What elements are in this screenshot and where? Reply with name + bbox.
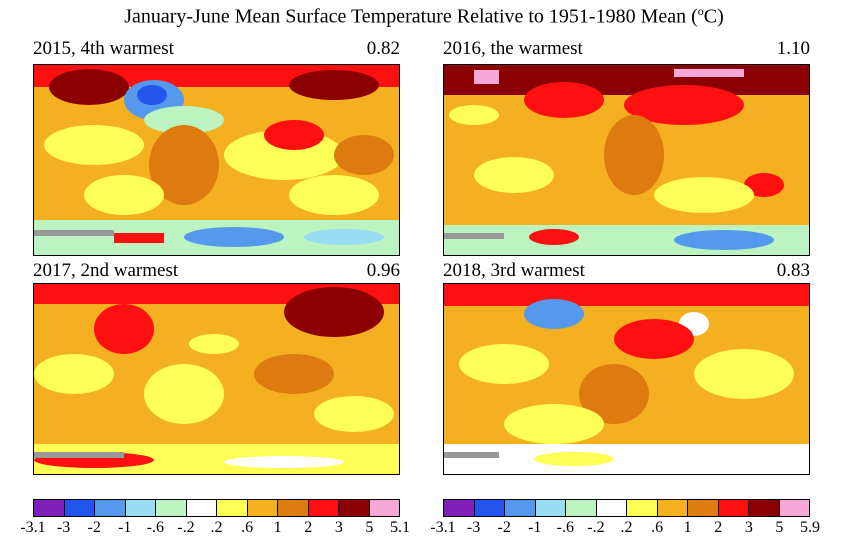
colorbar-right-tick: -2 (497, 519, 511, 536)
colorbar-left-tick: .2 (210, 519, 223, 536)
colorbar-left-tick: -.2 (177, 519, 195, 536)
colorbar-left (33, 499, 400, 517)
colorbar-left-swatch (124, 500, 155, 516)
colorbar-left-tick: 5.1 (390, 519, 410, 536)
colorbar-right-swatch (717, 500, 748, 516)
colorbar-right-tick: -3 (466, 519, 481, 536)
colorbar-left-tick: 1 (273, 519, 282, 536)
colorbar-right-swatch (504, 500, 535, 516)
colorbar-right-tick: -.2 (587, 519, 605, 536)
colorbar-left-swatch (155, 500, 186, 516)
colorbar-right-swatch (656, 500, 687, 516)
colorbar-left-swatch (277, 500, 308, 516)
colorbar-right-tick: 5.9 (800, 519, 820, 536)
colorbar-left-swatch (246, 500, 277, 516)
colorbar-left-ticks: -3.1 -3 -2 -1 -.6 -.2 .2 .6 1 2 3 5 5.1 (20, 519, 410, 539)
colorbar-right-tick: -.6 (556, 519, 574, 536)
colorbar-left-tick: .6 (241, 519, 254, 536)
panel-2018-label: 2018, 3rd warmest (443, 260, 585, 281)
colorbar-right-tick: .6 (651, 519, 664, 536)
colorbar-left-swatch (307, 500, 338, 516)
panel-2015-label: 2015, 4th warmest (33, 38, 174, 59)
colorbar-left-tick: 3 (334, 519, 343, 536)
colorbar-right-tick: 5 (775, 519, 784, 536)
panel-2015-value: 0.82 (366, 38, 400, 59)
panel-2017-label: 2017, 2nd warmest (33, 260, 179, 281)
panel-2018-value: 0.83 (776, 260, 810, 281)
colorbar-right-tick: 2 (714, 519, 723, 536)
colorbar-left-swatch (338, 500, 369, 516)
map-2016 (443, 64, 810, 256)
colorbar-right (443, 499, 810, 517)
colorbar-right-swatch (534, 500, 565, 516)
colorbar-right-swatch (748, 500, 779, 516)
colorbar-left-tick: 5 (365, 519, 374, 536)
colorbar-right-swatch (565, 500, 596, 516)
colorbar-left-tick: -3 (56, 519, 71, 536)
colorbar-left-tick: -3.1 (20, 519, 46, 536)
map-2017 (33, 283, 400, 475)
colorbar-right-tick: 1 (683, 519, 692, 536)
map-2015 (33, 64, 400, 256)
colorbar-left-swatch (63, 500, 94, 516)
figure-title: January-June Mean Surface Temperature Re… (124, 4, 724, 28)
colorbar-left-tick: -2 (87, 519, 101, 536)
map-2018 (443, 283, 810, 475)
panel-2016-value: 1.10 (776, 38, 810, 59)
colorbar-left-tick: -1 (118, 519, 132, 536)
colorbar-left-swatch (185, 500, 216, 516)
panel-2016-label: 2016, the warmest (443, 38, 583, 59)
colorbar-left-swatch (368, 500, 399, 516)
colorbar-right-swatch (687, 500, 718, 516)
colorbar-right-tick: -3.1 (430, 519, 456, 536)
colorbar-right-tick: .2 (620, 519, 633, 536)
colorbar-right-tick: 3 (744, 519, 753, 536)
colorbar-right-ticks: -3.1 -3 -2 -1 -.6 -.2 .2 .6 1 2 3 5 5.9 (430, 519, 820, 539)
colorbar-right-swatch (473, 500, 504, 516)
colorbar-left-tick: 2 (304, 519, 313, 536)
panel-2017-value: 0.96 (366, 260, 400, 281)
colorbar-left-swatch (34, 500, 64, 516)
colorbar-left-swatch (94, 500, 125, 516)
colorbar-right-swatch (626, 500, 657, 516)
colorbar-right-swatch (444, 500, 474, 516)
colorbar-left-tick: -.6 (146, 519, 164, 536)
colorbar-left-swatch (216, 500, 247, 516)
colorbar-right-swatch (778, 500, 809, 516)
colorbar-right-tick: -1 (528, 519, 542, 536)
colorbar-right-swatch (595, 500, 626, 516)
